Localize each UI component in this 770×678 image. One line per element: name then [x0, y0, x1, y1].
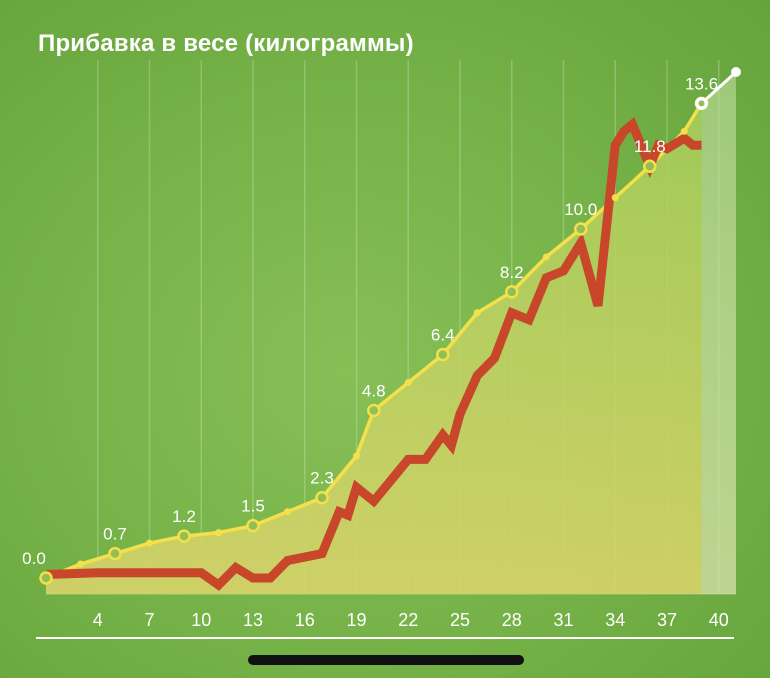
reference-point-22: [404, 379, 412, 387]
reference-point-9: [177, 529, 191, 543]
reference-point-13: [246, 518, 260, 533]
reference-area: [46, 103, 702, 595]
reference-point-26: [473, 309, 481, 317]
reference-point-19: [353, 452, 360, 460]
x-axis: 4 7 10 13 16 19 22 25 28 31 34 37 40: [93, 610, 729, 630]
future-point-start-inner: [698, 100, 705, 107]
future-point-41: [731, 67, 741, 77]
x-tick-label-34: 34: [605, 610, 625, 630]
reference-point-11: [215, 529, 222, 537]
reference-point-28: [505, 285, 519, 299]
area-fills: [46, 72, 736, 595]
reference-point-24: [436, 347, 450, 362]
reference-point-30: [542, 253, 550, 261]
reference-point-34: [611, 194, 619, 202]
data-label-9: 1.2: [172, 507, 196, 526]
x-tick-label-7: 7: [144, 610, 154, 630]
x-tick-label-4: 4: [93, 610, 103, 630]
x-tick-label-31: 31: [553, 610, 573, 630]
reference-point-36: [643, 159, 657, 173]
home-indicator[interactable]: [248, 655, 524, 665]
data-label-32: 10.0: [564, 200, 597, 219]
data-label-13: 1.5: [241, 497, 265, 516]
reference-point-5: [108, 546, 122, 561]
x-tick-label-10: 10: [191, 610, 211, 630]
x-tick-label-16: 16: [295, 610, 315, 630]
data-label-17: 2.3: [310, 469, 334, 488]
reference-point-38: [680, 127, 688, 135]
x-tick-label-13: 13: [243, 610, 263, 630]
data-label-20: 4.8: [362, 381, 386, 400]
x-tick-label-25: 25: [450, 610, 470, 630]
reference-point-3: [77, 560, 84, 568]
reference-point-32: [574, 222, 588, 236]
data-label-5: 0.7: [103, 525, 127, 544]
actual-line: [45, 117, 702, 591]
future-area: [701, 72, 736, 594]
x-tick-label-19: 19: [346, 610, 366, 630]
reference-point-7: [146, 539, 153, 547]
reference-point-1: [39, 571, 53, 585]
reference-point-20: [367, 403, 381, 418]
data-label-1: 0.0: [22, 549, 46, 568]
data-label-39: 13.6: [685, 74, 718, 93]
reference-point-15: [284, 508, 291, 516]
series-points: [39, 67, 741, 585]
x-tick-label-40: 40: [709, 610, 729, 630]
data-label-36: 11.8: [634, 137, 666, 156]
data-label-28: 8.2: [500, 263, 524, 282]
x-tick-label-28: 28: [502, 610, 522, 630]
data-labels: 0.0 0.7 1.2 1.5 2.3 4.8 6.4 8.2 10.0 11.8 13.6: [22, 74, 718, 568]
x-tick-label-22: 22: [398, 610, 418, 630]
x-tick-label-37: 37: [657, 610, 677, 630]
reference-point-17: [315, 490, 329, 505]
future-line: [700, 70, 738, 105]
chart-title: Прибавка в весе (килограммы): [38, 30, 414, 57]
data-label-24: 6.4: [431, 326, 455, 345]
